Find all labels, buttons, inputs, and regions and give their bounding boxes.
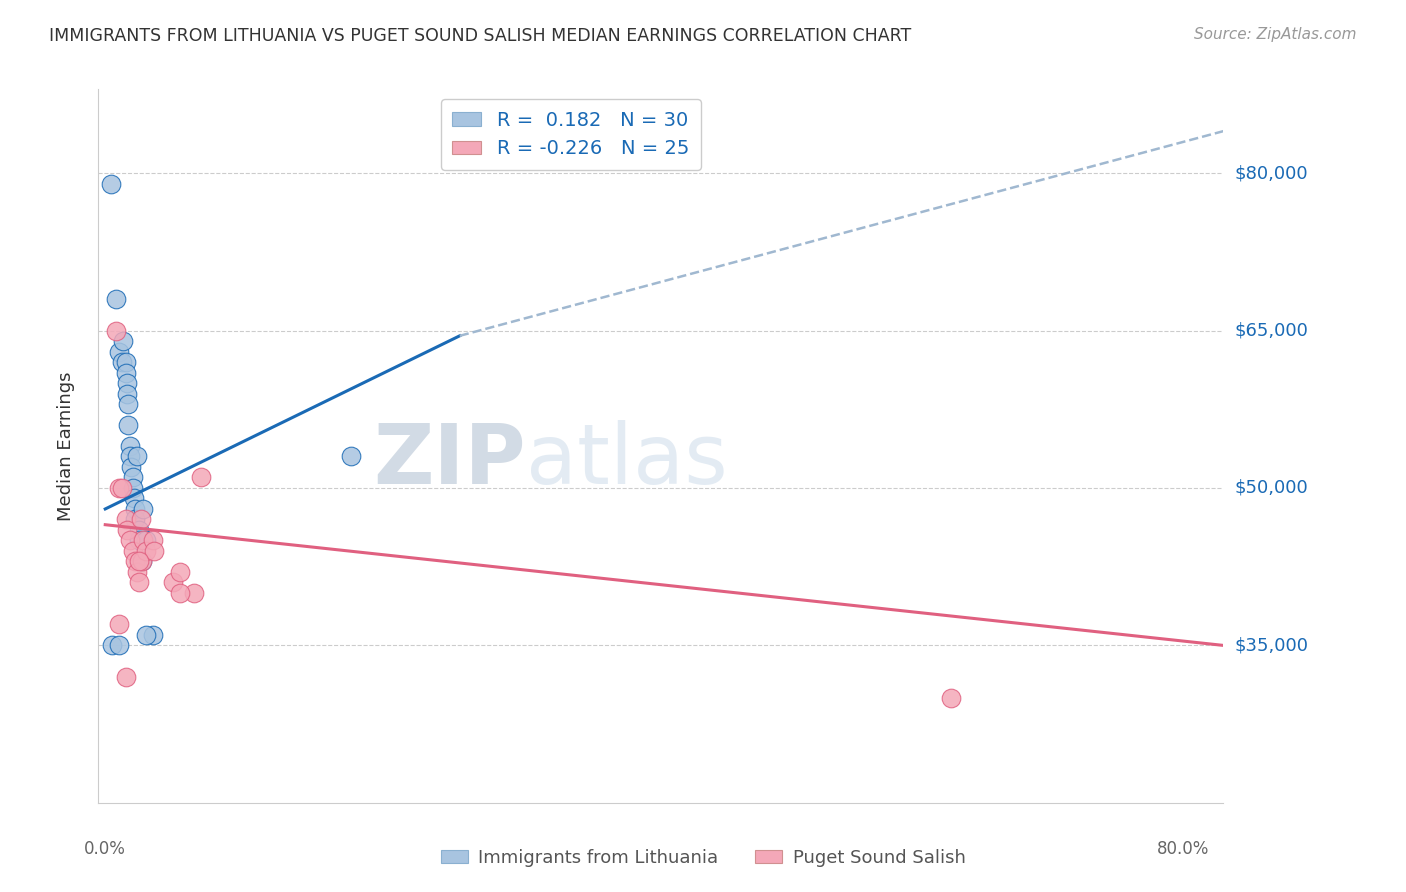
Point [110, 355, 132, 369]
Point [114, 670, 136, 684]
Point [121, 544, 143, 558]
Point [190, 470, 212, 484]
Point [131, 554, 153, 568]
Point [162, 575, 184, 590]
Point [105, 292, 128, 306]
Point [169, 565, 191, 579]
Point [183, 586, 205, 600]
Text: atlas: atlas [526, 420, 727, 500]
Text: 0.0%: 0.0% [84, 839, 127, 857]
Text: $35,000: $35,000 [1234, 636, 1308, 655]
Text: $50,000: $50,000 [1234, 479, 1308, 497]
Point [108, 617, 131, 632]
Point [131, 554, 153, 568]
Point [128, 554, 150, 568]
Text: IMMIGRANTS FROM LITHUANIA VS PUGET SOUND SALISH MEDIAN EARNINGS CORRELATION CHAR: IMMIGRANTS FROM LITHUANIA VS PUGET SOUND… [49, 27, 911, 45]
Legend: R =  0.182   N = 30, R = -0.226   N = 25: R = 0.182 N = 30, R = -0.226 N = 25 [440, 99, 702, 170]
Text: 80.0%: 80.0% [1157, 839, 1209, 857]
Point [124, 502, 146, 516]
Point [114, 512, 136, 526]
Point [108, 344, 131, 359]
Point [101, 639, 124, 653]
Point [115, 376, 138, 390]
Text: $65,000: $65,000 [1234, 321, 1308, 340]
Point [110, 481, 132, 495]
Point [117, 417, 139, 432]
Point [117, 397, 139, 411]
Legend: Immigrants from Lithuania, Puget Sound Salish: Immigrants from Lithuania, Puget Sound S… [433, 842, 973, 874]
Point [115, 386, 138, 401]
Point [169, 586, 191, 600]
Point [132, 533, 155, 548]
Point [135, 544, 157, 558]
Point [132, 502, 155, 516]
Point [135, 628, 157, 642]
Point [143, 544, 166, 558]
Point [339, 450, 361, 464]
Text: $80,000: $80,000 [1234, 164, 1308, 182]
Point [114, 355, 136, 369]
Point [121, 481, 143, 495]
Y-axis label: Median Earnings: Median Earnings [56, 371, 75, 521]
Point [128, 533, 150, 548]
Point [122, 491, 145, 506]
Point [129, 512, 152, 526]
Point [128, 523, 150, 537]
Point [118, 533, 141, 548]
Point [115, 523, 138, 537]
Point [118, 439, 141, 453]
Point [108, 481, 131, 495]
Point [111, 334, 134, 348]
Point [128, 575, 150, 590]
Point [120, 460, 142, 475]
Point [135, 533, 157, 548]
Point [105, 324, 128, 338]
Text: ZIP: ZIP [374, 420, 526, 500]
Point [124, 512, 146, 526]
Point [125, 565, 148, 579]
Point [125, 450, 148, 464]
Point [100, 177, 122, 191]
Point [108, 639, 131, 653]
Point [114, 366, 136, 380]
Point [142, 533, 165, 548]
Point [121, 470, 143, 484]
Text: Source: ZipAtlas.com: Source: ZipAtlas.com [1194, 27, 1357, 42]
Point [124, 554, 146, 568]
Point [939, 690, 962, 705]
Point [118, 450, 141, 464]
Point [142, 628, 165, 642]
